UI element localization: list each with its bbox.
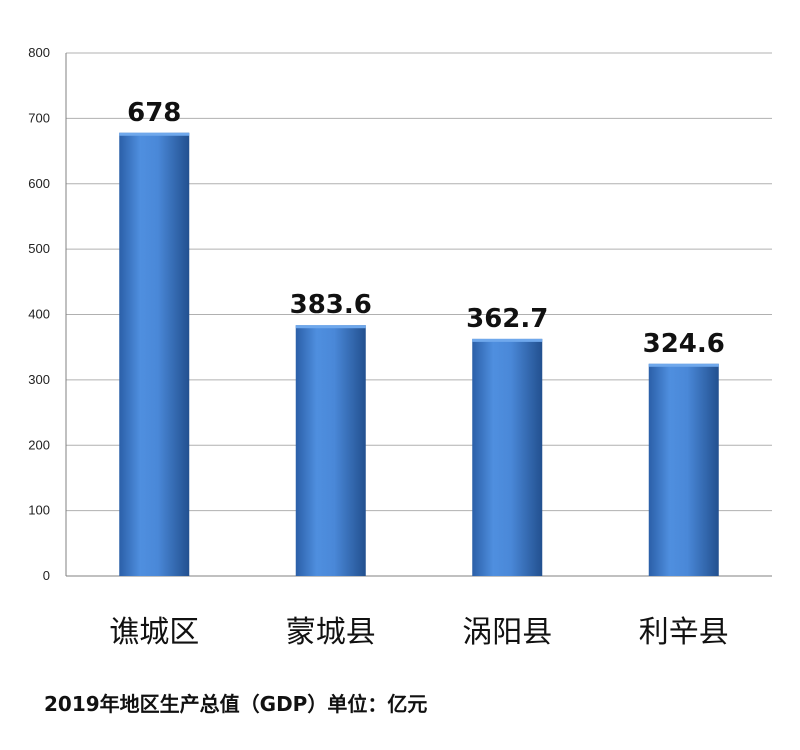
bar-group: [119, 132, 190, 576]
bar-group: [648, 363, 719, 576]
x-tick-label: 利辛县: [639, 615, 729, 650]
bar-top-highlight: [472, 338, 543, 342]
y-tick-label: 200: [28, 437, 50, 452]
chart-title: 2019年地区生产总值（GDP）单位：亿元: [44, 692, 428, 716]
data-label: 678: [127, 98, 181, 128]
x-tick-label: 涡阳县: [462, 615, 552, 650]
y-tick-label: 400: [28, 307, 50, 322]
bar-top-highlight: [648, 363, 719, 367]
bar: [295, 325, 366, 576]
category-labels: 谯城区 蒙城县 涡阳县 利辛县: [109, 615, 729, 650]
y-tick-label: 100: [28, 503, 50, 518]
data-label: 383.6: [290, 290, 372, 320]
x-tick-label: 蒙城县: [286, 615, 376, 650]
y-tick-label: 600: [28, 176, 50, 191]
bar-top-highlight: [119, 132, 190, 136]
x-tick-label: 谯城区: [109, 615, 199, 650]
bar-group: [472, 338, 543, 576]
y-tick-label: 300: [28, 372, 50, 387]
data-label: 324.6: [643, 329, 725, 359]
data-label: 362.7: [466, 304, 548, 334]
y-tick-label: 500: [28, 241, 50, 256]
y-tick-label: 700: [28, 110, 50, 125]
bar-top-highlight: [295, 325, 366, 329]
bar: [472, 338, 543, 576]
y-tick-label: 0: [43, 568, 50, 583]
y-tick-labels: 0 100 200 300 400 500 600 700 800: [28, 45, 50, 583]
bars: [119, 132, 719, 576]
value-labels: 678 383.6 362.7 324.6: [127, 98, 725, 359]
bar: [119, 132, 190, 576]
bar-chart: 0 100 200 300 400 500 600 700 800 678 383.6 362.7 3…: [28, 45, 772, 650]
y-tick-label: 800: [28, 45, 50, 60]
bar-group: [295, 325, 366, 576]
bar: [648, 363, 719, 576]
